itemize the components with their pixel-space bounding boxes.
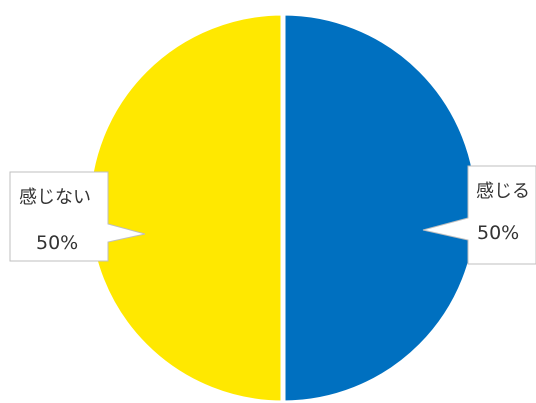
- slice-value-text-kanjiru: 50%: [477, 222, 519, 244]
- slice-label-kanjinai: 感じない 50%: [9, 171, 146, 262]
- pie-slice-1: [85, 10, 286, 403]
- slice-label-kanjiru: 感じる 50%: [422, 165, 536, 265]
- pie-slices: [85, 10, 481, 403]
- slice-value-text-kanjinai: 50%: [36, 232, 78, 254]
- slice-label-text-kanjinai: 感じない: [19, 187, 91, 208]
- callout-box-kanjiru: [422, 165, 536, 265]
- slice-label-text-kanjiru: 感じる: [476, 181, 530, 202]
- callout-box-kanjinai: [9, 171, 146, 262]
- pie-slice-0: [280, 10, 481, 403]
